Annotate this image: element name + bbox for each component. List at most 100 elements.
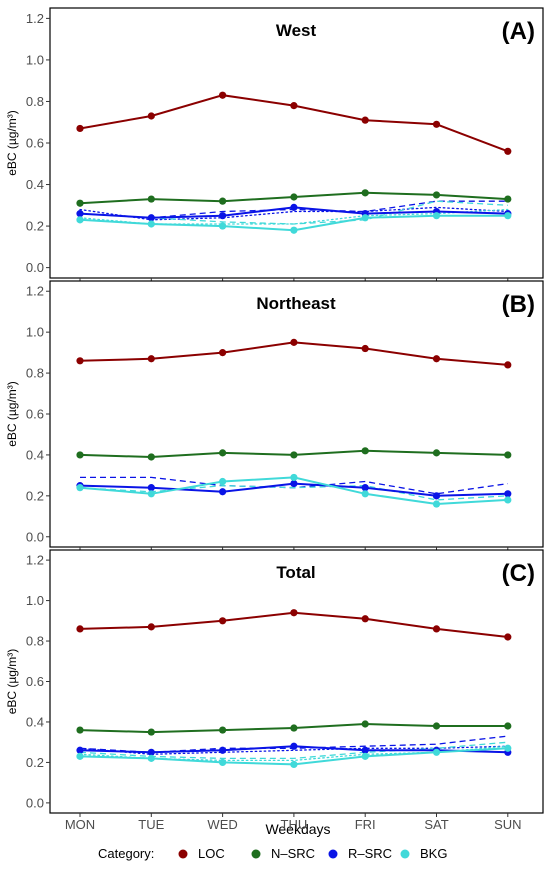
point-bkg [290,226,298,234]
legend-title: Category: [98,846,154,861]
point-bkg [432,500,441,508]
point-loc [76,625,84,633]
point-bkg [432,748,441,756]
point-n-src [290,724,298,732]
panel-title: West [276,21,317,40]
y-tick-label: 0.8 [26,366,44,381]
point-r-src [290,479,298,488]
legend-marker-bkg [400,849,410,859]
point-bkg [290,760,298,769]
x-tick-label: SAT [424,817,448,832]
legend-label-loc: LOC [198,846,225,861]
point-n-src [361,189,369,197]
point-loc [504,633,512,641]
x-tick-label: MON [65,817,95,832]
point-bkg [219,758,227,767]
point-bkg [361,490,369,498]
y-axis-title: eBC (µg/m³) [5,649,19,715]
y-tick-label: 0.0 [26,529,44,544]
point-r-src [361,746,369,754]
x-tick-label: TUE [138,817,164,832]
point-n-src [432,191,441,199]
point-loc [219,349,227,357]
point-n-src [504,195,512,203]
point-n-src [76,451,84,459]
point-bkg [219,222,227,230]
point-loc [361,344,369,353]
legend-label-r-src: R–SRC [348,846,392,861]
y-tick-label: 1.2 [26,553,44,568]
y-tick-label: 0.6 [26,407,44,422]
x-tick-label: FRI [355,817,376,832]
panel-total: 0.0 0.2 0.4 0.6 0.8 1.0 1.2 MON TUE WED THU FRI SAT S… [5,549,544,832]
point-n-src [219,197,227,205]
point-r-src [219,212,227,220]
legend: Category: LOC N–SRC R–SRC BKG [98,846,447,861]
point-loc [147,112,155,120]
panel-tag: (B) [502,291,535,318]
point-r-src [432,492,441,500]
point-loc [361,615,369,623]
panel-title: Total [276,563,315,582]
point-n-src [219,449,227,457]
point-r-src [147,748,155,756]
y-tick-label: 0.4 [26,177,44,192]
point-bkg [432,212,441,220]
point-loc [504,147,512,155]
point-loc [432,625,441,633]
point-n-src [290,451,298,459]
point-loc [147,623,155,631]
y-tick-label: 1.0 [26,593,44,608]
point-n-src [361,720,369,728]
x-tick-label: THU [281,817,308,832]
y-axis-title: eBC (µg/m³) [5,110,19,176]
y-tick-label: 0.8 [26,634,44,649]
point-bkg [76,216,84,224]
point-bkg [361,752,369,760]
x-tick-label: SUN [494,817,521,832]
y-tick-label: 1.0 [26,325,44,340]
y-tick-label: 1.2 [26,11,44,26]
point-r-src [361,484,369,492]
point-bkg [219,477,227,486]
y-tick-label: 0.4 [26,447,44,462]
y-tick-label: 0.2 [26,488,44,503]
point-n-src [147,453,155,461]
point-n-src [147,728,155,736]
point-bkg [504,212,512,220]
y-tick-label: 0.4 [26,714,44,729]
point-r-src [76,746,84,754]
point-bkg [76,484,84,492]
point-loc [290,338,298,346]
point-n-src [147,195,155,203]
point-r-src [219,746,227,754]
legend-label-n-src: N–SRC [271,846,315,861]
panel-frame [49,7,544,279]
point-r-src [219,488,227,496]
point-n-src [76,199,84,207]
legend-marker-r-src [328,849,338,859]
x-axis-title: Weekdays [265,821,330,837]
point-n-src [290,193,298,201]
y-tick-label: 0.6 [26,136,44,151]
point-r-src [147,214,155,222]
legend-marker-loc [178,849,188,859]
y-tick-label: 0.6 [26,674,44,689]
y-tick-label: 0.2 [26,219,44,234]
panel-northeast: 0.0 0.2 0.4 0.6 0.8 1.0 1.2 eBC (µg/m³) Northeas… [5,280,544,551]
point-bkg [290,473,298,482]
point-n-src [432,449,441,457]
point-bkg [76,752,84,760]
point-loc [76,124,84,133]
point-loc [76,357,84,365]
panel-tag: (A) [502,18,535,45]
panel-title: Northeast [256,294,336,313]
y-tick-label: 0.2 [26,755,44,770]
point-bkg [147,754,155,762]
y-tick-label: 0.0 [26,260,44,275]
point-loc [504,361,512,369]
point-bkg [147,220,155,228]
y-tick-label: 0.8 [26,94,44,109]
point-loc [290,102,298,110]
